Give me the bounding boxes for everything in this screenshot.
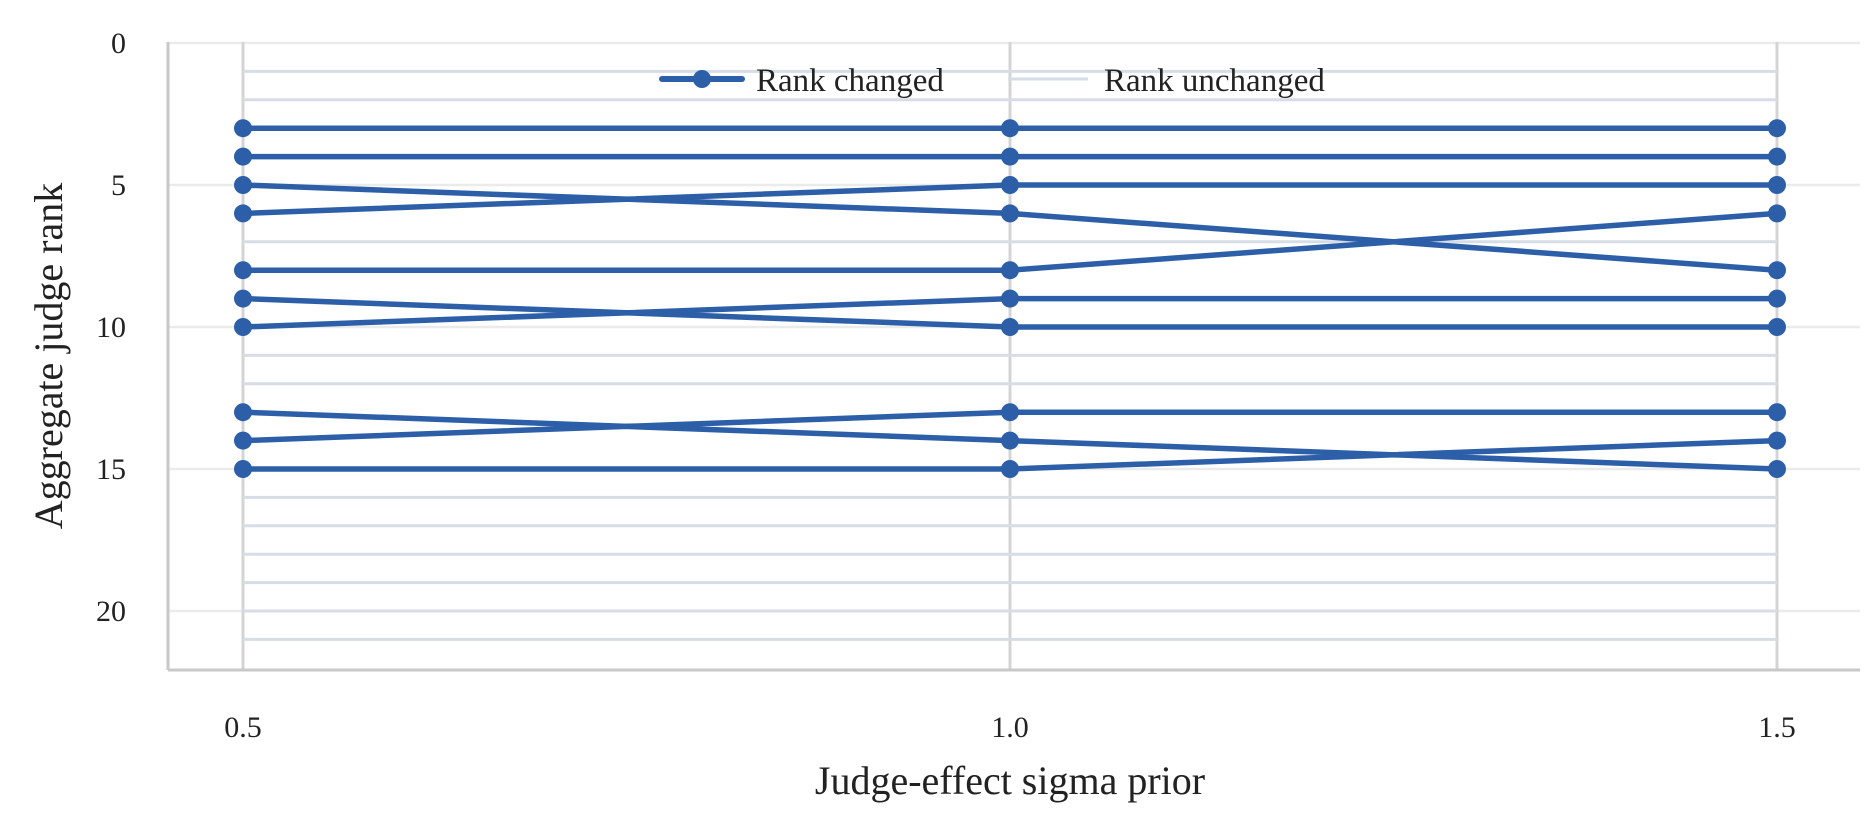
legend-label-changed: Rank changed	[756, 63, 944, 99]
changed-lines	[234, 119, 1786, 478]
legend-marker-changed	[693, 70, 711, 88]
changed-point-3-2	[1001, 204, 1019, 223]
changed-point-10-2	[1001, 460, 1019, 478]
changed-point-1-2	[1001, 119, 1019, 138]
x-tick-labels: 0.5 1.0 1.5	[224, 711, 1796, 744]
y-tick-label-20: 20	[96, 595, 126, 628]
y-tick-label-10: 10	[96, 311, 126, 344]
y-tick-label-0: 0	[111, 27, 126, 60]
legend-label-unchanged: Rank unchanged	[1104, 63, 1325, 99]
changed-point-2-2	[1001, 147, 1019, 166]
axes	[166, 42, 1860, 672]
changed-point-9-3	[1768, 403, 1786, 422]
changed-point-7-3	[1768, 289, 1786, 308]
changed-series-8	[234, 403, 1786, 478]
changed-point-5-1	[234, 261, 252, 280]
changed-series-9	[234, 403, 1786, 450]
changed-point-7-2	[1001, 289, 1019, 308]
legend: Rank changed Rank unchanged	[659, 63, 1325, 99]
legend-item-rank-changed: Rank changed	[659, 63, 944, 99]
x-axis-title: Judge-effect sigma prior	[815, 758, 1205, 803]
changed-series-10	[234, 431, 1786, 478]
x-tick-label-3: 1.5	[1758, 711, 1796, 744]
changed-point-2-1	[234, 147, 252, 166]
changed-series-6	[234, 289, 1786, 336]
y-tick-labels: 0 5 10 15 20	[96, 27, 126, 628]
changed-point-9-1	[234, 431, 252, 450]
unchanged-lines	[243, 69, 1777, 641]
changed-point-6-3	[1768, 318, 1786, 336]
changed-point-6-1	[234, 289, 252, 308]
changed-point-10-3	[1768, 431, 1786, 450]
y-tick-label-15: 15	[96, 453, 126, 486]
changed-point-3-1	[234, 176, 252, 194]
changed-point-2-3	[1768, 147, 1786, 166]
changed-point-10-1	[234, 460, 252, 478]
changed-series-1	[234, 119, 1786, 138]
x-tick-label-1: 0.5	[224, 711, 262, 744]
x-tick-label-2: 1.0	[991, 711, 1029, 744]
changed-point-4-2	[1001, 176, 1019, 194]
y-axis-title: Aggregate judge rank	[26, 183, 71, 530]
legend-item-rank-unchanged: Rank unchanged	[1008, 63, 1325, 99]
changed-point-5-2	[1001, 261, 1019, 280]
y-tick-label-5: 5	[111, 169, 126, 202]
changed-series-7	[234, 289, 1786, 336]
changed-point-4-1	[234, 204, 252, 223]
changed-point-8-1	[234, 403, 252, 422]
changed-point-8-2	[1001, 431, 1019, 450]
changed-point-9-2	[1001, 403, 1019, 422]
changed-series-5	[234, 204, 1786, 280]
changed-point-1-1	[234, 119, 252, 138]
changed-series-3	[234, 176, 1786, 280]
changed-point-8-3	[1768, 460, 1786, 478]
changed-series-4	[234, 176, 1786, 223]
changed-point-4-3	[1768, 176, 1786, 194]
changed-point-7-1	[234, 318, 252, 336]
changed-point-3-3	[1768, 261, 1786, 280]
changed-point-5-3	[1768, 204, 1786, 223]
changed-series-2	[234, 147, 1786, 166]
changed-point-1-3	[1768, 119, 1786, 138]
changed-point-6-2	[1001, 318, 1019, 336]
